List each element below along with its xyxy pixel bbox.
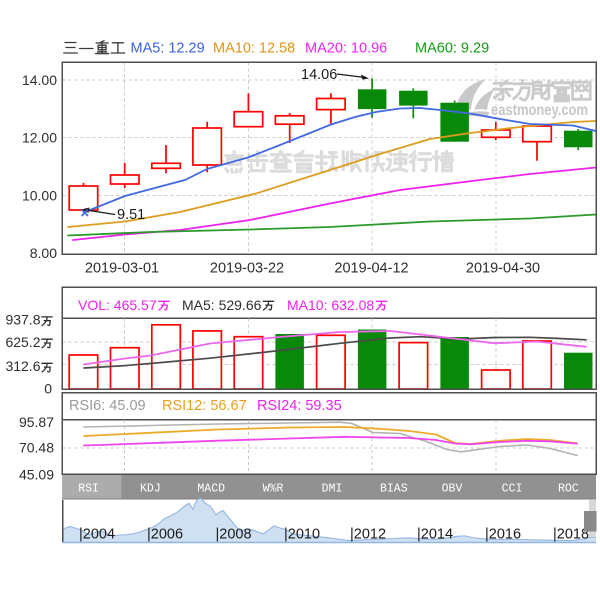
svg-text:312.6: 312.6 bbox=[5, 358, 40, 374]
svg-text:eastmoney.com: eastmoney.com bbox=[491, 102, 588, 119]
svg-text:ROC: ROC bbox=[558, 483, 579, 496]
svg-text:8.00: 8.00 bbox=[30, 245, 57, 261]
svg-text:10.00: 10.00 bbox=[22, 188, 57, 204]
svg-text:RSI12: 56.67: RSI12: 56.67 bbox=[162, 398, 247, 414]
svg-text:RSI24: 59.35: RSI24: 59.35 bbox=[257, 398, 342, 414]
svg-text:95.87: 95.87 bbox=[19, 414, 54, 430]
svg-text:45.09: 45.09 bbox=[19, 467, 54, 483]
svg-text:2019-04-30: 2019-04-30 bbox=[466, 261, 540, 277]
svg-text:MA20: 10.96: MA20: 10.96 bbox=[305, 41, 387, 57]
svg-text:DMI: DMI bbox=[322, 483, 343, 496]
svg-text:MA5: 529.66: MA5: 529.66 bbox=[182, 297, 262, 313]
svg-text:MA10: 632.08: MA10: 632.08 bbox=[287, 297, 374, 313]
svg-text:937.8: 937.8 bbox=[5, 312, 40, 328]
svg-text:RSI6: 45.09: RSI6: 45.09 bbox=[69, 398, 146, 414]
svg-text:|2014: |2014 bbox=[417, 527, 453, 543]
svg-text:KDJ: KDJ bbox=[140, 483, 161, 496]
svg-text:70.48: 70.48 bbox=[19, 440, 54, 456]
svg-text:14.06: 14.06 bbox=[301, 67, 337, 83]
svg-text:MA60: 9.29: MA60: 9.29 bbox=[415, 41, 489, 57]
svg-text:2019-04-12: 2019-04-12 bbox=[334, 261, 408, 277]
svg-text:MACD: MACD bbox=[197, 483, 225, 496]
svg-text:9.51: 9.51 bbox=[117, 207, 145, 223]
svg-text:OBV: OBV bbox=[442, 483, 463, 496]
svg-text:625.2: 625.2 bbox=[5, 334, 40, 350]
svg-text:CCI: CCI bbox=[502, 483, 523, 496]
svg-text:VOL: 465.57: VOL: 465.57 bbox=[78, 297, 157, 313]
svg-text:W%R: W%R bbox=[263, 483, 284, 496]
svg-text:12.00: 12.00 bbox=[22, 130, 57, 146]
svg-text:|2006: |2006 bbox=[147, 527, 183, 543]
svg-text:2019-03-01: 2019-03-01 bbox=[85, 261, 159, 277]
svg-text:2019-03-22: 2019-03-22 bbox=[210, 261, 284, 277]
svg-text:|2008: |2008 bbox=[216, 527, 252, 543]
svg-text:BIAS: BIAS bbox=[380, 483, 408, 496]
svg-text:RSI: RSI bbox=[78, 483, 99, 496]
svg-text:|2012: |2012 bbox=[350, 527, 386, 543]
svg-text:MA10: 12.58: MA10: 12.58 bbox=[213, 41, 295, 57]
svg-text:|2018: |2018 bbox=[553, 527, 589, 543]
svg-text:|2010: |2010 bbox=[284, 527, 320, 543]
svg-text:|2004: |2004 bbox=[79, 527, 115, 543]
svg-text:0: 0 bbox=[44, 380, 52, 396]
svg-text:MA5: 12.29: MA5: 12.29 bbox=[131, 41, 205, 57]
svg-text:|2016: |2016 bbox=[485, 527, 521, 543]
svg-text:14.00: 14.00 bbox=[22, 72, 57, 88]
